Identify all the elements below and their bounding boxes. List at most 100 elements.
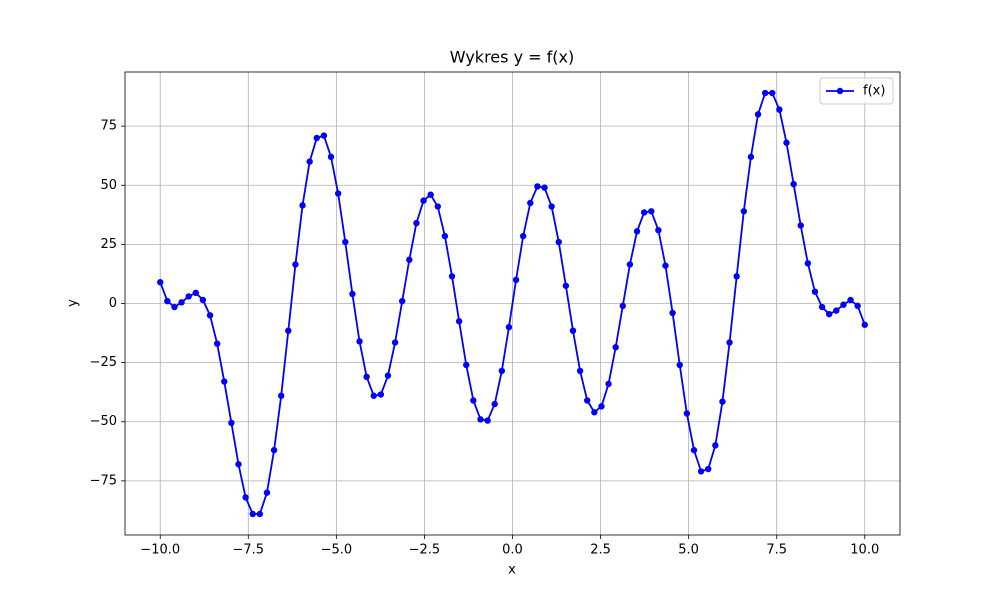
data-point xyxy=(783,139,790,146)
y-tick-label: −50 xyxy=(90,414,117,429)
data-point xyxy=(285,327,292,334)
data-point xyxy=(363,373,370,381)
data-point xyxy=(171,303,178,311)
data-point xyxy=(697,468,705,475)
y-tick-label: −75 xyxy=(90,473,117,488)
x-tick-label: −2.5 xyxy=(409,543,441,558)
data-point xyxy=(413,219,420,227)
y-tick-label: 0 xyxy=(109,296,117,311)
data-point xyxy=(342,238,349,246)
data-point xyxy=(441,232,449,240)
data-point xyxy=(555,238,562,246)
data-point xyxy=(320,132,328,139)
data-point xyxy=(192,289,200,297)
data-point xyxy=(356,338,363,345)
data-point xyxy=(505,323,513,331)
data-point xyxy=(562,282,570,289)
data-point xyxy=(527,199,534,207)
data-point xyxy=(576,367,584,375)
data-point xyxy=(498,367,506,375)
x-tick-label: 5.0 xyxy=(678,543,699,558)
data-point xyxy=(455,318,463,325)
data-point xyxy=(598,403,605,410)
data-point xyxy=(420,197,427,204)
data-point xyxy=(705,465,712,473)
data-point xyxy=(448,273,456,280)
data-point xyxy=(213,340,221,347)
data-point xyxy=(491,400,498,408)
data-point xyxy=(206,312,214,319)
data-point xyxy=(683,410,691,417)
data-point xyxy=(605,380,612,388)
y-tick-label: 25 xyxy=(100,237,117,252)
data-point xyxy=(256,510,264,518)
data-point xyxy=(548,203,555,210)
x-tick-label: −10.0 xyxy=(140,543,180,558)
data-point xyxy=(584,397,591,404)
data-point xyxy=(797,222,804,229)
data-point xyxy=(655,226,662,234)
data-point xyxy=(270,446,278,454)
x-tick-label: −5.0 xyxy=(321,543,353,558)
data-point xyxy=(569,327,577,334)
data-point xyxy=(726,339,733,346)
data-point xyxy=(377,391,385,398)
data-point xyxy=(847,296,854,304)
data-point xyxy=(811,288,819,295)
data-point xyxy=(242,494,249,501)
data-point xyxy=(299,202,306,209)
data-point xyxy=(484,417,491,424)
data-point xyxy=(434,203,441,210)
x-tick-label: 7.5 xyxy=(766,543,787,558)
data-point xyxy=(277,392,285,399)
data-point xyxy=(157,279,164,286)
data-point xyxy=(512,276,520,284)
data-point xyxy=(733,273,740,280)
data-point xyxy=(619,302,626,310)
chart-title: Wykres y = f(x) xyxy=(450,48,574,67)
data-point xyxy=(676,361,683,369)
x-axis-label: x xyxy=(508,563,516,578)
data-point xyxy=(221,378,228,385)
data-point xyxy=(427,191,434,198)
data-point xyxy=(648,208,655,215)
x-tick-label: 0.0 xyxy=(502,543,523,558)
data-point xyxy=(633,228,641,235)
data-point xyxy=(626,261,634,268)
data-point xyxy=(669,309,676,317)
data-point xyxy=(292,261,299,268)
data-point xyxy=(804,260,812,267)
y-tick-label: 50 xyxy=(100,178,117,193)
data-point xyxy=(769,89,776,97)
data-point xyxy=(519,232,527,240)
plot-frame xyxy=(124,71,901,536)
data-point xyxy=(640,209,648,216)
data-point xyxy=(761,89,769,97)
x-tick-label: 10.0 xyxy=(850,543,879,558)
y-tick-label: −25 xyxy=(90,355,117,370)
data-point xyxy=(591,409,598,416)
x-tick-label: 2.5 xyxy=(590,543,611,558)
data-point xyxy=(263,489,271,496)
data-point xyxy=(833,307,840,314)
data-point xyxy=(313,134,320,142)
data-point xyxy=(719,398,726,405)
data-point xyxy=(477,416,484,423)
data-point xyxy=(185,293,192,300)
data-point xyxy=(235,461,242,468)
data-point xyxy=(712,442,719,449)
x-tick-label: −7.5 xyxy=(233,543,265,558)
series-line xyxy=(159,92,866,515)
data-point xyxy=(406,256,413,263)
data-point xyxy=(370,392,377,399)
data-point xyxy=(306,158,313,165)
data-point xyxy=(690,446,698,454)
data-point xyxy=(470,397,477,404)
data-point xyxy=(349,290,356,298)
data-point xyxy=(776,106,783,113)
data-point xyxy=(334,190,342,197)
data-point xyxy=(740,208,748,215)
data-point xyxy=(391,339,399,346)
data-point xyxy=(534,183,541,190)
